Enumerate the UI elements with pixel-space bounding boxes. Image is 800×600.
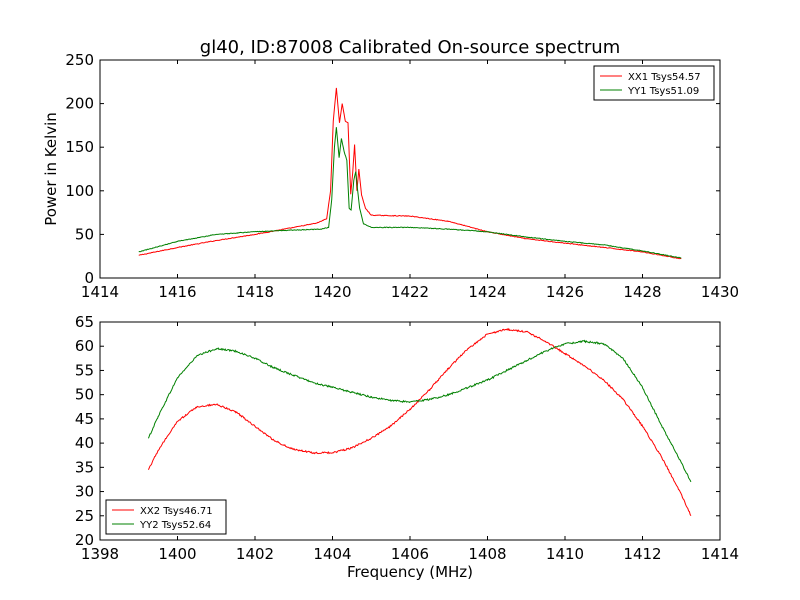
top-y-tick-label: 0	[84, 269, 94, 287]
bottom-x-tick-label: 1400	[158, 545, 196, 563]
top-x-tick-label: 1430	[701, 283, 739, 301]
bottom-y-tick-label: 35	[75, 458, 94, 476]
bottom-series-line-2	[147, 339, 692, 483]
top-x-tick-label: 1424	[468, 283, 506, 301]
bottom-y-tick-label: 25	[75, 507, 94, 525]
top-x-tick-label: 1418	[236, 283, 274, 301]
chart-title: gl40, ID:87008 Calibrated On-source spec…	[200, 37, 620, 58]
top-axes: 1414 1416 1418 1420 1422 1424 1426 1428 1430 0 50 1…	[42, 51, 739, 301]
bottom-series-line-1	[147, 327, 692, 517]
top-legend-label-1: XX1 Tsys54.57	[628, 72, 701, 83]
bottom-x-tick-label: 1414	[701, 545, 739, 563]
bottom-legend-label-2: YY2 Tsys52.64	[139, 520, 211, 531]
bottom-legend-label-1: XX2 Tsys46.71	[140, 506, 213, 517]
bottom-y-tick-label: 60	[75, 337, 94, 355]
bottom-x-tick-label: 1402	[236, 545, 274, 563]
top-x-tick-label: 1422	[391, 283, 429, 301]
bottom-y-tick-label: 40	[75, 434, 94, 452]
top-y-axis-label: Power in Kelvin	[42, 112, 60, 226]
top-x-tick-label: 1428	[623, 283, 661, 301]
bottom-x-axis-label: Frequency (MHz)	[347, 563, 473, 581]
bottom-y-tick-label: 50	[75, 386, 94, 404]
top-legend: XX1 Tsys54.57 YY1 Tsys51.09	[593, 65, 715, 101]
bottom-x-tick-label: 1412	[623, 545, 661, 563]
top-x-tick-label: 1416	[158, 283, 196, 301]
top-y-tick-label: 150	[65, 138, 94, 156]
bottom-y-tick-label: 55	[75, 361, 94, 379]
top-y-tick-label: 200	[65, 95, 94, 113]
top-series-line-2	[138, 127, 682, 259]
top-y-tick-label: 250	[65, 51, 94, 69]
bottom-legend-box	[105, 499, 227, 535]
top-series-line-1	[138, 87, 682, 260]
bottom-y-tick-label: 20	[75, 531, 94, 549]
bottom-x-tick-label: 1398	[81, 545, 119, 563]
top-y-tick-label: 50	[75, 225, 94, 243]
bottom-legend: XX2 Tsys46.71 YY2 Tsys52.64	[105, 499, 227, 535]
top-x-tick-label: 1420	[313, 283, 351, 301]
top-x-tick-label: 1426	[546, 283, 584, 301]
bottom-x-tick-label: 1410	[546, 545, 584, 563]
bottom-y-tick-label: 30	[75, 483, 94, 501]
top-y-tick-label: 100	[65, 182, 94, 200]
bottom-x-tick-label: 1406	[391, 545, 429, 563]
bottom-x-tick-label: 1408	[468, 545, 506, 563]
top-x-tick-label: 1414	[81, 283, 119, 301]
bottom-x-tick-label: 1404	[313, 545, 351, 563]
bottom-y-tick-label: 45	[75, 410, 94, 428]
top-legend-box	[593, 65, 715, 101]
bottom-axes: 1398 1400 1402 1404 1406 1408 1410 1412 1414 20 25…	[75, 313, 739, 581]
bottom-y-tick-label: 65	[75, 313, 94, 331]
top-legend-label-2: YY1 Tsys51.09	[627, 86, 699, 97]
